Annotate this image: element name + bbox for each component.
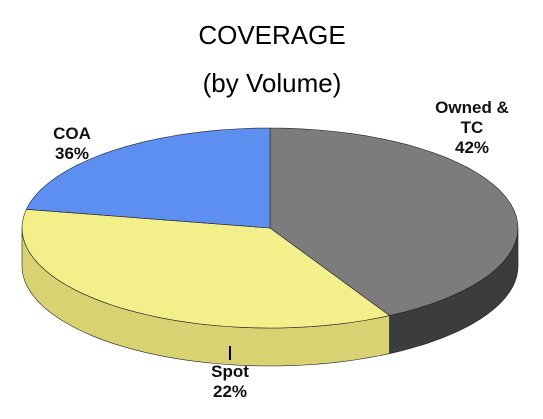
chart-title: COVERAGE xyxy=(198,20,345,50)
pie-tops xyxy=(21,127,519,329)
slice xyxy=(21,208,391,329)
chart-subtitle: (by Volume) xyxy=(203,68,342,98)
slice-label: COA 36% xyxy=(42,124,102,164)
slice xyxy=(269,127,519,316)
value-label: 36% xyxy=(54,144,90,163)
category-label: Spot xyxy=(211,362,249,381)
category-label: Owned & TC xyxy=(435,98,509,137)
slice-label: Owned & TC 42% xyxy=(432,98,512,158)
value-label: 42% xyxy=(454,138,490,157)
slice xyxy=(25,127,271,229)
value-label: 22% xyxy=(212,382,248,401)
category-label: COA xyxy=(53,124,91,143)
slice-label: Spot 22% xyxy=(200,362,260,402)
